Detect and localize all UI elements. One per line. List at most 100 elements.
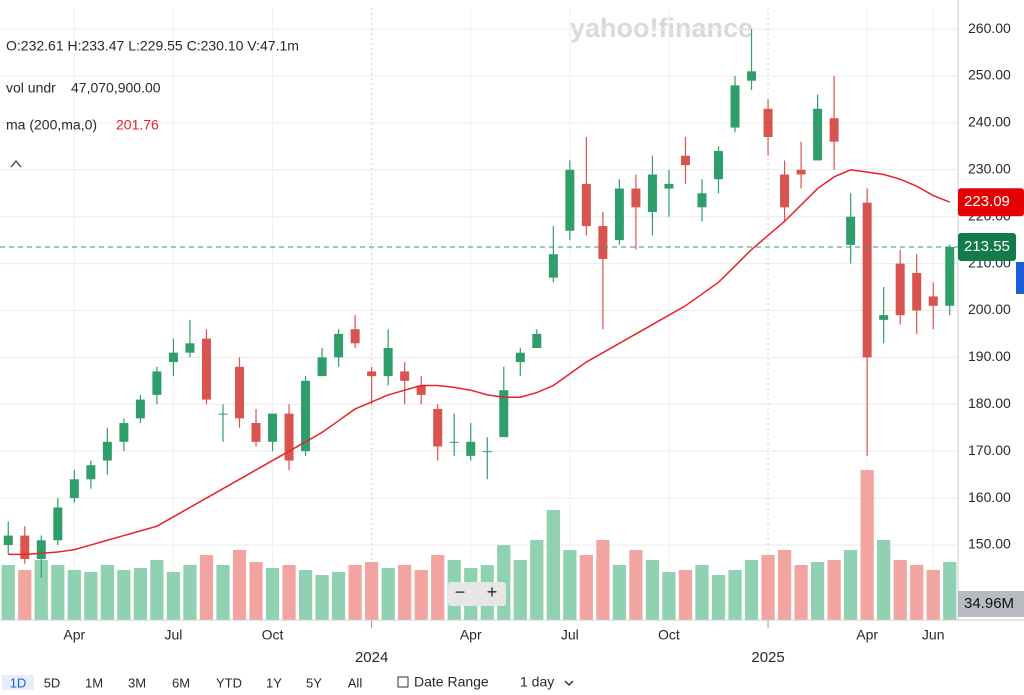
last-price-tag [958, 232, 1016, 261]
candle-body [813, 108, 823, 161]
volume-bar [612, 565, 627, 620]
volume-bar [414, 570, 428, 620]
candle-body [466, 441, 476, 456]
candle-body [235, 366, 244, 419]
range-button[interactable]: 5Y [306, 675, 322, 690]
volume-bar [596, 540, 610, 620]
y-tick-label: 260.00 [968, 20, 1011, 36]
x-tick-label: Jul [164, 627, 182, 643]
ma-tag-label: 223.09 [964, 193, 1010, 210]
y-tick-label: 230.00 [968, 160, 1011, 176]
candle-body [879, 315, 889, 320]
volume-bar [249, 562, 263, 620]
range-button[interactable]: 3M [128, 675, 146, 690]
candle-body [796, 169, 806, 175]
candle-body [515, 352, 525, 363]
volume-bar [794, 565, 808, 620]
candle-body [168, 352, 178, 363]
candle-body [201, 338, 211, 400]
volume-bar [133, 568, 148, 620]
candle-body [730, 85, 740, 128]
volume-bar [117, 570, 131, 620]
candle-body [185, 343, 195, 353]
range-button[interactable]: 5D [44, 675, 61, 690]
volume-bar [678, 570, 693, 620]
zoom-out[interactable]: − [455, 582, 466, 602]
volume-bar [926, 570, 940, 620]
candle-body [714, 151, 723, 180]
candle-body [3, 535, 13, 545]
y-tick-label: 240.00 [968, 114, 1011, 130]
candle-body [135, 399, 145, 419]
candle-body [928, 296, 938, 306]
zoom-box [448, 582, 506, 606]
range-button[interactable]: All [348, 675, 363, 690]
candle-body [846, 216, 856, 245]
candle-body [829, 118, 839, 142]
candle-body [862, 202, 872, 358]
zoom-in[interactable]: + [487, 582, 498, 602]
candle-body [218, 413, 228, 415]
range-button[interactable]: 1M [85, 675, 103, 690]
plot: 150.00160.00170.00180.00190.00200.00210.… [0, 8, 1011, 666]
candle-body [680, 155, 690, 166]
range-selected [2, 675, 34, 691]
collapse-icon[interactable] [10, 159, 22, 168]
candle-body [548, 254, 558, 278]
range-button[interactable]: 1D [10, 675, 27, 690]
volume-bar [777, 550, 792, 620]
candle-body [350, 329, 360, 344]
last-price-label: 213.55 [964, 238, 1010, 255]
candle-body [86, 465, 96, 480]
volume-bar [546, 510, 560, 620]
candle-body [383, 348, 393, 377]
volume-bar [761, 555, 775, 620]
volume-tag-label: 34.96M [964, 595, 1014, 612]
volume-bar [662, 572, 676, 620]
volume-bar [431, 555, 445, 620]
ohlcv-readout: O:232.61 H:233.47 L:229.55 C:230.10 V:47… [6, 38, 299, 54]
volume-bar [744, 560, 759, 620]
candle-body [697, 193, 707, 208]
y-tick-label: 250.00 [968, 67, 1011, 83]
volume-bar [18, 570, 32, 620]
candle-body [945, 246, 955, 306]
volume-bar [282, 565, 296, 620]
volume-bar [530, 540, 544, 620]
range-button[interactable]: 6M [172, 675, 190, 690]
volume-bar [348, 565, 362, 620]
candle-body [449, 441, 459, 443]
volume-bar [100, 565, 114, 620]
candle-body [664, 183, 674, 189]
candle-body [433, 408, 443, 447]
volume-bar [298, 570, 313, 620]
volume-bar [199, 555, 214, 620]
volume-bar [810, 562, 825, 620]
volume-bar [67, 570, 81, 620]
candle-body [647, 174, 657, 212]
range-button[interactable]: 1Y [266, 675, 282, 690]
volume-bar [563, 550, 577, 620]
volume-label: vol undr [6, 80, 56, 96]
range-button[interactable]: YTD [216, 675, 242, 690]
volume-bar [365, 562, 379, 620]
date-range[interactable]: Date Range [414, 674, 489, 690]
ma-tag [958, 188, 1024, 217]
volume-bar [877, 540, 891, 620]
volume-bar [265, 568, 280, 620]
candle-body [747, 71, 757, 81]
x-tick-label: Apr [63, 627, 85, 643]
candle-body [895, 263, 905, 316]
volume-bar [232, 550, 247, 620]
candle-body [20, 535, 30, 560]
x-tick-label: Jun [922, 627, 945, 643]
interval[interactable]: 1 day [520, 674, 554, 690]
side-tab[interactable] [1016, 262, 1024, 294]
candle-body [102, 441, 112, 461]
volume-bar [645, 560, 660, 620]
x-tick-label: Jul [561, 627, 579, 643]
dropdown-icon [564, 680, 574, 687]
candle-body [152, 371, 162, 395]
volume-bar [381, 568, 395, 620]
ma-line [8, 169, 951, 556]
